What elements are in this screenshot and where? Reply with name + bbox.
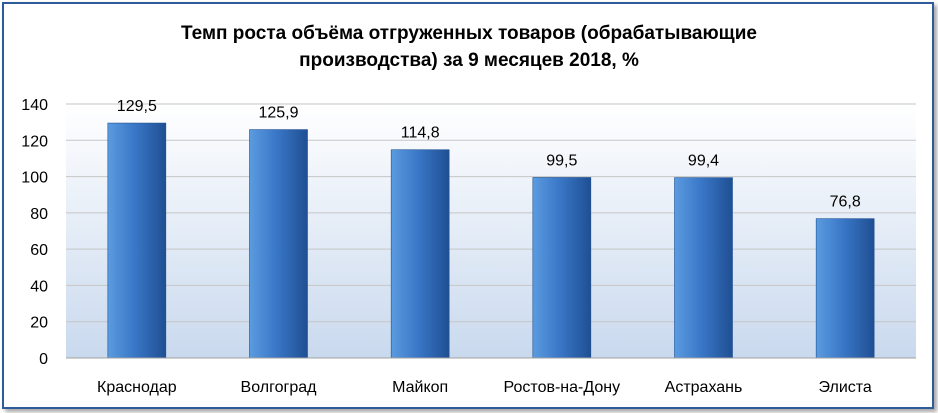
category-label: Ростов-на-Дону xyxy=(504,379,621,396)
category-labels: Краснодар Волгоград Майкоп Ростов-на-Дону Ас… xyxy=(97,379,872,396)
chart-title-line-1: Темп роста объёма отгруженных товаров (о… xyxy=(181,23,757,44)
bar xyxy=(390,149,450,359)
plot-area xyxy=(66,104,916,358)
value-label: 114,8 xyxy=(401,125,440,142)
category-label: Краснодар xyxy=(97,379,177,396)
chart-title: Темп роста объёма отгруженных товаров (о… xyxy=(0,20,938,74)
chart-title-line-2: производства) за 9 месяцев 2018, % xyxy=(299,50,639,71)
value-label: 99,5 xyxy=(546,152,577,169)
value-label: 129,5 xyxy=(117,98,157,115)
y-tick-label: 80 xyxy=(30,206,48,223)
bars xyxy=(107,122,875,359)
y-tick-label: 0 xyxy=(39,351,48,368)
y-tick-label: 40 xyxy=(30,278,48,295)
gridlines xyxy=(66,103,916,323)
category-label: Волгоград xyxy=(241,379,318,396)
y-tick-label: 120 xyxy=(21,133,48,150)
y-axis-ticks: 0 20 40 60 80 100 120 140 xyxy=(21,97,48,368)
bar xyxy=(532,177,592,359)
y-tick-label: 100 xyxy=(21,170,48,187)
category-label: Астрахань xyxy=(665,379,743,396)
value-label: 99,4 xyxy=(688,153,719,170)
value-labels: 129,5 125,9 114,8 99,5 99,4 76,8 xyxy=(117,98,861,211)
y-tick-label: 60 xyxy=(30,242,48,259)
bar xyxy=(107,122,167,359)
bar xyxy=(815,218,875,359)
bar xyxy=(674,177,733,359)
bar xyxy=(249,129,308,359)
category-label: Элиста xyxy=(819,379,872,396)
category-label: Майкоп xyxy=(392,379,448,396)
value-label: 76,8 xyxy=(830,194,861,211)
value-label: 125,9 xyxy=(258,105,298,122)
y-tick-label: 140 xyxy=(21,97,48,114)
y-tick-label: 20 xyxy=(30,315,48,332)
